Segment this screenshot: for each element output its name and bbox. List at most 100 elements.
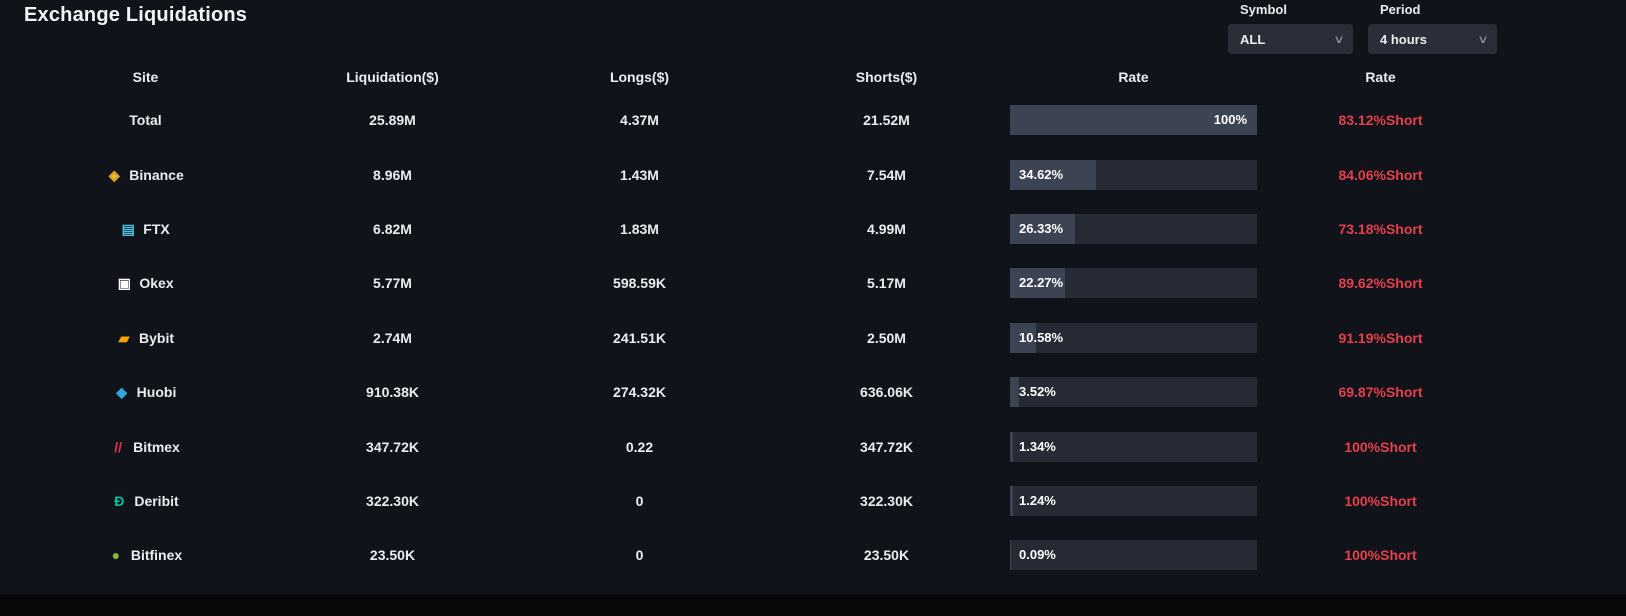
symbol-dropdown-value: ALL	[1240, 31, 1266, 47]
longs-value: 4.37M	[620, 112, 659, 129]
site-name: Huobi	[136, 384, 177, 401]
site-name: Total	[129, 112, 162, 129]
page-title: Exchange Liquidations	[24, 4, 248, 26]
liquidation-value: 6.82M	[373, 220, 412, 237]
site-name: Bybit	[139, 329, 174, 346]
period-dropdown-value: 4 hours	[1380, 31, 1427, 47]
short-rate-label: 100%Short	[1344, 547, 1417, 564]
rate-bar: 100%	[1010, 105, 1257, 136]
shorts-value: 21.52M	[863, 112, 910, 129]
short-rate-label: 69.87%Short	[1338, 384, 1423, 401]
header-longs: Longs($)	[609, 69, 670, 85]
longs-value: 241.51K	[613, 329, 666, 346]
liquidation-value: 5.77M	[373, 275, 412, 292]
table-row: ▤ FTX 6.82M 1.83M 4.99M 26.33% 73.18%Sho…	[22, 202, 1504, 256]
rate-cell: 22.27%	[1010, 268, 1257, 299]
period-filter: Period 4 hours ∨	[1368, 2, 1497, 54]
header-liquidation: Liquidation($)	[346, 69, 439, 85]
site-cell: Ð Deribit	[22, 493, 269, 509]
short-rate-label: 84.06%Short	[1338, 166, 1423, 183]
exchange-icon: Ð	[114, 492, 125, 509]
rate-percent-label: 1.34%	[1019, 438, 1056, 454]
site-name: Binance	[129, 166, 184, 183]
site-name: Bitfinex	[130, 547, 183, 564]
site-name: Bitmex	[133, 438, 180, 455]
short-rate-label: 89.62%Short	[1338, 275, 1423, 292]
table-row: ◈ Binance 8.96M 1.43M 7.54M 34.62% 84.06…	[22, 147, 1504, 201]
exchange-icon: ◈	[108, 166, 120, 183]
liquidation-value: 910.38K	[366, 384, 419, 401]
shorts-value: 5.17M	[867, 275, 906, 292]
longs-value: 1.83M	[620, 220, 659, 237]
short-rate-label: 83.12%Short	[1338, 112, 1423, 129]
rate-bar-fill	[1010, 105, 1257, 136]
site-name: Deribit	[134, 492, 179, 509]
rate-cell: 100%	[1010, 105, 1257, 136]
rate-percent-label: 1.24%	[1019, 492, 1056, 508]
rate-bar: 26.33%	[1010, 213, 1257, 244]
rate-bar: 1.24%	[1010, 485, 1257, 516]
site-cell: ◈ Binance	[22, 167, 269, 183]
bottom-strip	[0, 594, 1626, 616]
rate-bar-fill	[1010, 322, 1037, 353]
rate-bar: 10.58%	[1010, 322, 1257, 353]
shorts-value: 4.99M	[867, 220, 906, 237]
table-row: ▣ Okex 5.77M 598.59K 5.17M 22.27% 89.62%…	[22, 256, 1504, 310]
exchange-icon: ▤	[121, 220, 135, 237]
liquidation-value: 322.30K	[366, 492, 419, 509]
rate-percent-label: 3.52%	[1019, 384, 1056, 400]
table-row: ◆ Huobi 910.38K 274.32K 636.06K 3.52% 69…	[22, 365, 1504, 419]
short-rate-label: 91.19%Short	[1338, 329, 1423, 346]
rate-bar: 22.27%	[1010, 268, 1257, 299]
site-cell: Total	[22, 112, 269, 128]
site-cell: ● Bitfinex	[22, 547, 269, 563]
rate-percent-label: 100%	[1213, 112, 1247, 128]
table-header-row: Site Liquidation($) Longs($) Shorts($) R…	[22, 62, 1504, 92]
short-rate-label: 73.18%Short	[1338, 220, 1423, 237]
rate-bar-fill	[1010, 485, 1014, 516]
site-name: Okex	[139, 275, 174, 292]
table-row: // Bitmex 347.72K 0.22 347.72K 1.34% 100…	[22, 419, 1504, 473]
shorts-value: 23.50K	[863, 547, 910, 564]
table-row: Total 25.89M 4.37M 21.52M 100% 83.12%Sho…	[22, 93, 1504, 147]
longs-value: 598.59K	[613, 275, 666, 292]
short-rate-label: 100%Short	[1344, 492, 1417, 509]
header-site: Site	[132, 69, 159, 85]
shorts-value: 347.72K	[860, 438, 913, 455]
period-filter-label: Period	[1380, 2, 1421, 17]
rate-percent-label: 34.62%	[1019, 166, 1064, 182]
liquidation-value: 347.72K	[366, 438, 419, 455]
liquidation-value: 2.74M	[373, 329, 412, 346]
period-dropdown[interactable]: 4 hours ∨	[1368, 24, 1497, 54]
rate-cell: 1.34%	[1010, 431, 1257, 462]
rate-percent-label: 0.09%	[1019, 547, 1056, 563]
rate-bar: 34.62%	[1010, 159, 1257, 190]
chevron-down-icon: ∨	[1333, 33, 1345, 46]
shorts-value: 7.54M	[867, 166, 906, 183]
header-shorts: Shorts($)	[855, 69, 918, 85]
rate-cell: 1.24%	[1010, 485, 1257, 516]
rate-bar-fill	[1010, 377, 1019, 408]
symbol-dropdown[interactable]: ALL ∨	[1228, 24, 1353, 54]
site-cell: ◆ Huobi	[22, 384, 269, 400]
exchange-icon: ▣	[117, 275, 131, 292]
chevron-down-icon: ∨	[1477, 33, 1489, 46]
shorts-value: 636.06K	[860, 384, 913, 401]
liquidation-value: 25.89M	[369, 112, 416, 129]
exchange-icon: ▰	[118, 329, 130, 346]
rate-cell: 10.58%	[1010, 322, 1257, 353]
shorts-value: 322.30K	[860, 492, 913, 509]
site-cell: ▤ FTX	[22, 221, 269, 237]
rate-cell: 0.09%	[1010, 540, 1257, 571]
table-body: Total 25.89M 4.37M 21.52M 100% 83.12%Sho…	[22, 93, 1504, 583]
symbol-filter: Symbol ALL ∨	[1228, 2, 1353, 54]
rate-bar-fill	[1010, 213, 1076, 244]
rate-bar-fill	[1010, 159, 1096, 190]
short-rate-label: 100%Short	[1344, 438, 1417, 455]
exchange-icon: ●	[111, 547, 121, 564]
rate-bar-fill	[1010, 431, 1014, 462]
rate-cell: 3.52%	[1010, 377, 1257, 408]
site-cell: // Bitmex	[22, 439, 269, 455]
rate-percent-label: 26.33%	[1019, 220, 1064, 236]
